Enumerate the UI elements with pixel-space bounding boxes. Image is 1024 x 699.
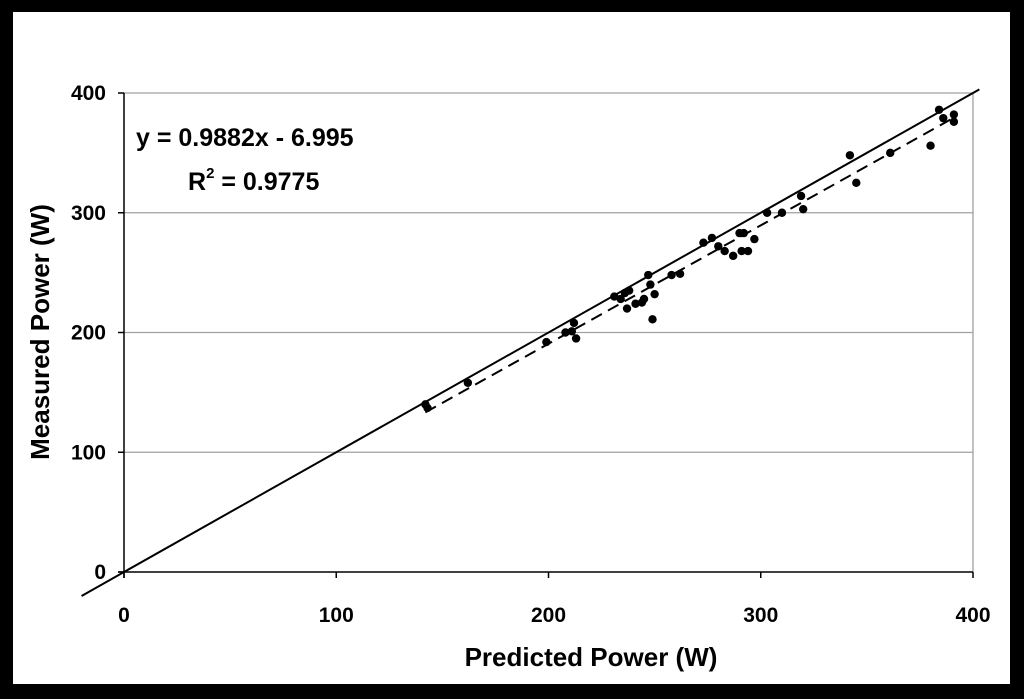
data-point xyxy=(796,191,806,201)
x-axis-title: Predicted Power (W) xyxy=(465,642,718,672)
reference-line xyxy=(81,88,980,597)
data-point xyxy=(845,151,855,160)
x-tick-label: 0 xyxy=(118,604,130,627)
x-tick-label: 200 xyxy=(531,604,566,627)
data-point xyxy=(542,337,551,347)
data-point xyxy=(622,304,632,313)
data-point xyxy=(646,280,655,289)
y-tick-label: 100 xyxy=(71,441,106,464)
data-point xyxy=(610,292,619,301)
data-point xyxy=(939,113,948,123)
data-point xyxy=(949,117,959,126)
data-point xyxy=(699,238,708,247)
data-point xyxy=(423,403,432,413)
data-point xyxy=(463,378,473,387)
data-point xyxy=(569,318,579,328)
data-point xyxy=(762,208,772,217)
y-tick-labels: 0 100 200 300 400 xyxy=(71,82,106,584)
r-squared-label: R2 = 0.9775 xyxy=(188,165,319,196)
data-point xyxy=(743,246,753,256)
data-point xyxy=(886,148,895,158)
data-point xyxy=(650,289,659,299)
x-tick-label: 100 xyxy=(319,604,354,627)
data-point xyxy=(949,110,959,119)
data-point xyxy=(799,204,808,214)
y-tick-label: 200 xyxy=(71,322,106,345)
data-point xyxy=(624,286,634,295)
data-point xyxy=(852,178,861,188)
data-point xyxy=(934,105,944,114)
trend-lines xyxy=(81,88,980,597)
x-tick-label: 300 xyxy=(743,604,778,627)
data-point xyxy=(728,251,738,261)
fit-equation: y = 0.9882x - 6.995 xyxy=(136,124,354,152)
data-point xyxy=(561,328,570,337)
data-point xyxy=(926,141,935,150)
data-point xyxy=(648,315,657,324)
y-axis-title: Measured Power (W) xyxy=(25,204,55,460)
y-tick-label: 0 xyxy=(94,561,106,584)
data-point xyxy=(777,208,787,217)
data-point xyxy=(737,246,746,256)
data-point xyxy=(675,269,685,279)
data-point xyxy=(750,234,759,244)
data-point xyxy=(571,334,581,343)
data-point xyxy=(631,299,640,308)
fit-line xyxy=(424,115,957,414)
y-tick-label: 300 xyxy=(71,202,106,225)
data-point xyxy=(567,327,577,336)
data-point xyxy=(707,233,717,243)
data-point xyxy=(739,228,748,238)
x-tick-label: 400 xyxy=(955,604,990,627)
data-point xyxy=(644,270,653,280)
data-point xyxy=(720,246,729,256)
data-point xyxy=(639,294,649,304)
x-tick-labels: 0 100 200 300 400 xyxy=(118,604,990,627)
axes xyxy=(118,92,974,578)
y-tick-label: 400 xyxy=(71,82,106,105)
data-point xyxy=(667,270,676,280)
data-point xyxy=(616,294,625,304)
data-points xyxy=(421,105,959,413)
data-point xyxy=(714,242,723,251)
